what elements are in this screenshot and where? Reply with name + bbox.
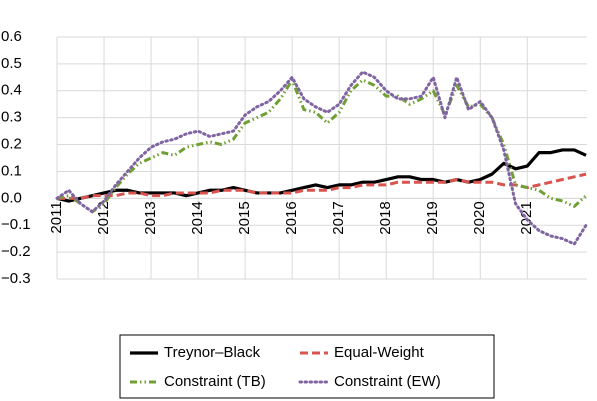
x-tick-label: 2012 <box>95 201 112 234</box>
legend-box <box>119 334 495 399</box>
legend-label: Constraint (EW) <box>334 373 441 390</box>
y-tick-label: 0.5 <box>1 55 22 72</box>
x-tick-label: 2013 <box>142 201 159 234</box>
y-tick-label: 0.4 <box>1 82 22 99</box>
y-tick-label: 0.1 <box>1 162 22 179</box>
x-tick-label: 2014 <box>189 201 206 234</box>
x-tick-label: 2016 <box>283 201 300 234</box>
y-tick-label: 0.6 <box>1 28 22 45</box>
series-line <box>55 70 588 246</box>
x-tick-label: 2015 <box>236 201 253 234</box>
legend-label: Treynor–Black <box>164 344 261 361</box>
y-tick-label: −0.1 <box>1 216 31 233</box>
y-tick-label: 0.2 <box>1 136 22 153</box>
series-line <box>56 78 588 214</box>
legend-label: Equal-Weight <box>334 344 425 361</box>
series-line <box>57 172 587 200</box>
x-tick-label: 2020 <box>471 201 488 234</box>
y-tick-label: −0.3 <box>1 270 31 287</box>
legend-label: Constraint (TB) <box>164 373 266 390</box>
y-tick-label: −0.2 <box>1 243 31 260</box>
y-tick-label: 0.3 <box>1 109 22 126</box>
x-tick-label: 2011 <box>48 201 65 233</box>
x-tick-label: 2017 <box>330 201 347 234</box>
x-tick-label: 2018 <box>377 201 394 234</box>
x-tick-label: 2019 <box>424 201 441 234</box>
y-tick-label: 0.0 <box>1 189 22 206</box>
